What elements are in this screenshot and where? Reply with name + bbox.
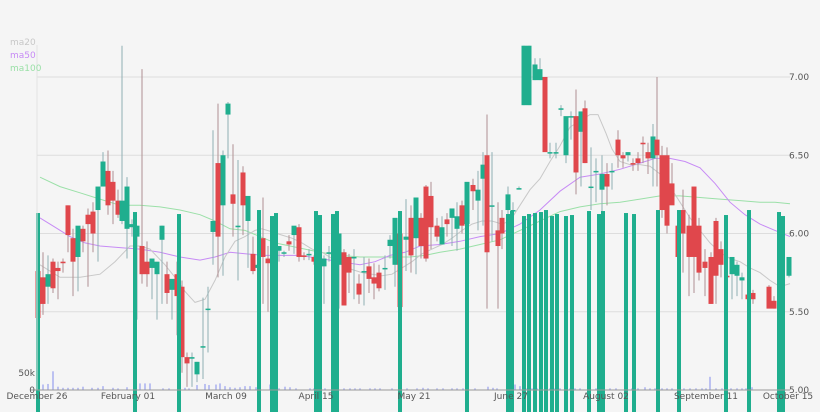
svg-text:5.50: 5.50 bbox=[789, 308, 809, 318]
svg-text:6.50: 6.50 bbox=[789, 151, 809, 161]
svg-text:December 26: December 26 bbox=[7, 392, 68, 402]
chart-legend: ma20 ma50 ma100 bbox=[10, 37, 41, 76]
tall-up-bars bbox=[36, 210, 785, 412]
svg-text:5.00: 5.00 bbox=[789, 386, 809, 396]
svg-text:October 15: October 15 bbox=[763, 392, 813, 402]
svg-text:6.00: 6.00 bbox=[789, 230, 809, 240]
legend-ma100: ma100 bbox=[10, 64, 42, 74]
x-axis-tick-labels: December 26 February 01 March 09 April 15 Ma… bbox=[7, 392, 814, 402]
svg-text:50k: 50k bbox=[18, 369, 35, 379]
svg-text:0: 0 bbox=[29, 386, 35, 396]
svg-text:7.00: 7.00 bbox=[789, 73, 809, 83]
svg-text:August 02: August 02 bbox=[583, 392, 629, 402]
svg-text:June 27: June 27 bbox=[493, 392, 528, 402]
svg-text:March 09: March 09 bbox=[205, 392, 247, 402]
axes bbox=[30, 45, 790, 391]
svg-text:September 11: September 11 bbox=[674, 392, 738, 402]
volume-bars bbox=[37, 371, 753, 390]
svg-text:April 15: April 15 bbox=[299, 392, 334, 402]
legend-ma50: ma50 bbox=[10, 51, 36, 61]
y-axis-tick-labels: 5.00 5.50 6.00 6.50 7.00 bbox=[789, 73, 809, 396]
svg-text:February 01: February 01 bbox=[101, 392, 155, 402]
legend-ma20: ma20 bbox=[10, 38, 36, 48]
volume-axis-tick-labels: 50k 0 bbox=[18, 369, 35, 396]
svg-text:May 21: May 21 bbox=[398, 392, 431, 402]
